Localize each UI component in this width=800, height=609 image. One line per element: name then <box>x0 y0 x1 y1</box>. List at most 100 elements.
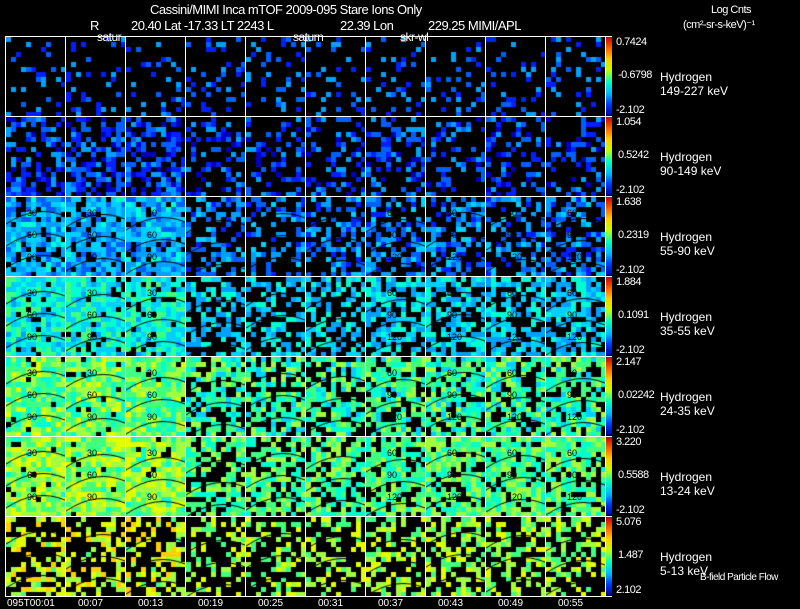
contour-label: 60 <box>387 368 398 378</box>
contour-label: 90 <box>27 332 38 342</box>
channel-energy: 5-13 keV <box>660 564 709 578</box>
grid-divider <box>185 36 186 596</box>
colorbar-min: -2.102 <box>616 344 645 356</box>
time-tick-label: 00:13 <box>138 598 164 609</box>
heatmap-panel-r4-c5 <box>306 357 365 436</box>
grid-divider <box>5 276 612 277</box>
heatmap-panel-r3-c1 <box>66 277 125 356</box>
ephem-mimi: 229.25 MIMI/APL <box>428 18 521 33</box>
heatmap-panel-r5-c3 <box>186 437 245 516</box>
heatmap-panel-r0-c2 <box>126 37 185 116</box>
channel-energy: 13-24 keV <box>660 484 715 498</box>
colorbar <box>606 277 612 355</box>
heatmap-panel-r1-c2 <box>126 117 185 196</box>
contour-label: 30 <box>87 368 98 378</box>
grid-divider <box>5 356 612 357</box>
heatmap-panel-r4-c2 <box>126 357 185 436</box>
contour-label: 60 <box>447 288 458 298</box>
contour-label: 60 <box>507 368 518 378</box>
contour-label: 120 <box>507 252 523 262</box>
contour-label: 60 <box>147 230 158 240</box>
contour-label: 60 <box>147 310 158 320</box>
contour-label: 60 <box>447 368 458 378</box>
contour-label: 90 <box>87 252 98 262</box>
contour-label: 120 <box>447 412 463 422</box>
contour-label: 30 <box>87 448 98 458</box>
contour-label: 30 <box>147 288 158 298</box>
channel-energy: 35-55 keV <box>660 324 715 338</box>
contour-label: 60 <box>567 368 578 378</box>
time-tick-label: 00:55 <box>558 598 584 609</box>
marker-saturn: saturn <box>293 30 324 44</box>
heatmap-panel-r6-c2 <box>126 517 185 596</box>
channel-species: Hydrogen <box>660 310 713 324</box>
contour-label: 90 <box>447 230 458 240</box>
colorbar-min: -2.102 <box>616 184 645 196</box>
contour-label: 120 <box>567 492 583 502</box>
contour-label: 90 <box>567 230 578 240</box>
marker-satur: satur <box>97 30 122 44</box>
grid-divider <box>65 36 66 596</box>
time-tick-label: 00:37 <box>378 598 404 609</box>
channel-species: Hydrogen <box>660 550 713 564</box>
heatmap-panel-r3-c3 <box>186 277 245 356</box>
contour-label: 60 <box>567 448 578 458</box>
heatmap-panel-r3-c6 <box>366 277 425 356</box>
heatmap-panel-r2-c4 <box>246 197 305 276</box>
contour-label: 120 <box>567 332 583 342</box>
contour-label: 120 <box>507 412 523 422</box>
time-tick-label: 00:43 <box>438 598 464 609</box>
grid-divider <box>125 36 126 596</box>
colorbar-max: 0.7424 <box>616 36 647 48</box>
contour-label: 60 <box>147 390 158 400</box>
units-label: Log Cnts <box>711 4 752 16</box>
heatmap-panel-r2-c7 <box>426 197 485 276</box>
colorbar <box>606 117 612 195</box>
contour-label: 30 <box>147 208 158 218</box>
contour-label: 30 <box>27 368 38 378</box>
contour-label: 60 <box>147 470 158 480</box>
contour-label: 30 <box>27 448 38 458</box>
contour-label: 120 <box>387 492 403 502</box>
contour-label: 120 <box>567 252 583 262</box>
contour-label: 30 <box>87 208 98 218</box>
heatmap-panel-r4-c3 <box>186 357 245 436</box>
time-tick-label: 00:19 <box>198 598 224 609</box>
contour-label: 120 <box>447 492 463 502</box>
contour-label: 120 <box>387 252 403 262</box>
heatmap-panel-r6-c1 <box>66 517 125 596</box>
heatmap-panel-r0-c3 <box>186 37 245 116</box>
channel-species: Hydrogen <box>660 390 713 404</box>
colorbar-min: -2.102 <box>616 504 645 516</box>
heatmap-panel-r2-c1 <box>66 197 125 276</box>
grid-divider <box>605 36 606 596</box>
contour-label: 60 <box>387 448 398 458</box>
time-tick-label: 00:49 <box>498 598 524 609</box>
grid-divider <box>425 36 426 596</box>
heatmap-panel-r4-c8 <box>486 357 545 436</box>
heatmap-panel-r1-c3 <box>186 117 245 196</box>
heatmap-panel-r1-c7 <box>426 117 485 196</box>
colorbar-mid: 0.5242 <box>618 149 649 161</box>
contour-label: 90 <box>447 470 458 480</box>
contour-label: 90 <box>87 332 98 342</box>
ephem-lon: 22.39 Lon <box>340 18 394 33</box>
heatmap-panel-r3-c0 <box>6 277 65 356</box>
contour-label: 90 <box>387 390 398 400</box>
heatmap-panel-r6-c5 <box>306 517 365 596</box>
grid-divider <box>5 436 612 437</box>
heatmap-panel-r4-c7 <box>426 357 485 436</box>
heatmap-panel-r0-c6 <box>366 37 425 116</box>
contour-label: 60 <box>87 310 98 320</box>
heatmap-panel-r1-c0 <box>6 117 65 196</box>
grid-divider <box>5 36 6 596</box>
contour-label: 90 <box>147 332 158 342</box>
units-label-2: (cm²-sr-s-keV)⁻¹ <box>683 19 755 31</box>
heatmap-panel-r5-c1 <box>66 437 125 516</box>
time-tick-label: 00:07 <box>78 598 104 609</box>
grid-divider <box>365 36 366 596</box>
channel-species: Hydrogen <box>660 70 713 84</box>
contour-label: 120 <box>507 332 523 342</box>
colorbar-min: -2.102 <box>616 424 645 436</box>
contour-label: 60 <box>387 288 398 298</box>
